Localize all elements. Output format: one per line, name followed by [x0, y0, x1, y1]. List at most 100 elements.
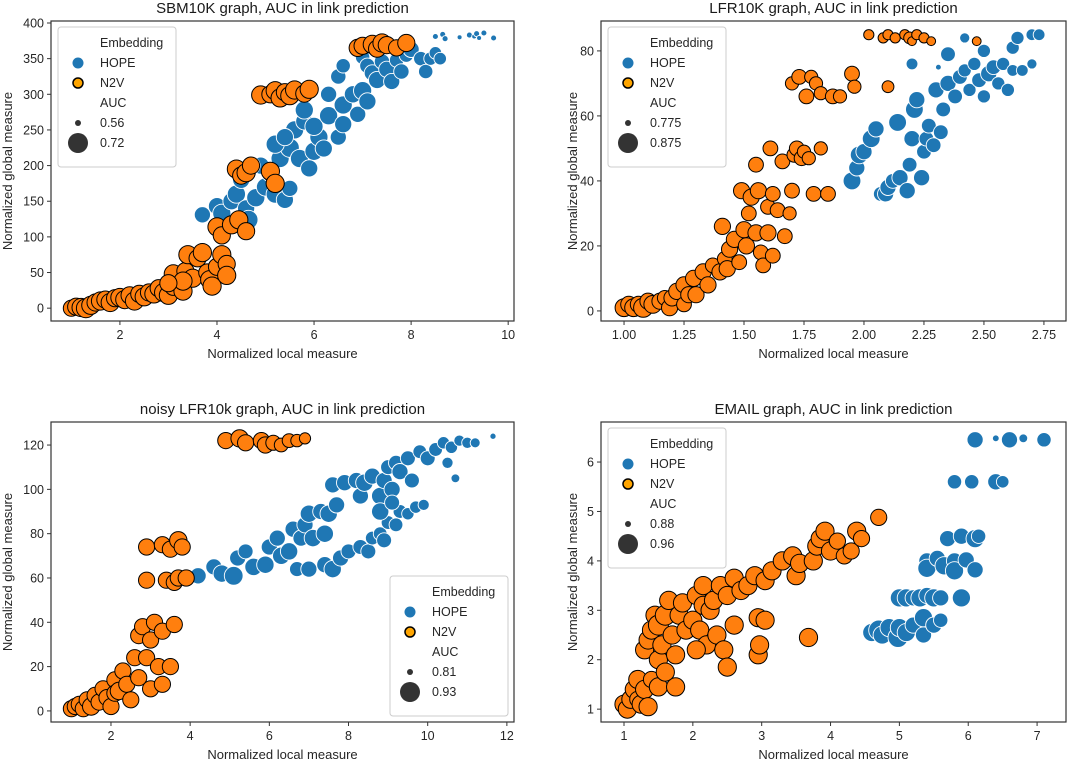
hope-point [1000, 431, 1019, 449]
n2v-point [217, 265, 237, 285]
hope-point [237, 543, 254, 560]
hope-point [393, 63, 410, 80]
hope-point [335, 58, 351, 74]
hope-point [996, 56, 1011, 71]
n2v-point [750, 635, 770, 655]
y-tick-label: 350 [23, 52, 44, 66]
n2v-point [724, 615, 744, 635]
x-axis-label: Normalized local measure [207, 346, 357, 361]
n2v-point [762, 140, 779, 157]
hope-point [315, 524, 334, 543]
axes-frame [600, 421, 1067, 723]
hope-point [319, 106, 339, 126]
n2v-point [686, 640, 706, 660]
n2v-point [265, 173, 285, 193]
legend-marker-hope [72, 57, 84, 69]
legend-label-n2v: N2V [100, 76, 125, 90]
hope-point [489, 432, 497, 440]
legend-box [607, 427, 727, 569]
legend-title-auc: AUC [432, 645, 458, 659]
n2v-point [737, 237, 756, 255]
n2v-point [863, 29, 875, 41]
legend-title-auc: AUC [650, 497, 676, 511]
x-tick-label: 4 [187, 729, 194, 743]
hope-point [223, 565, 244, 586]
x-axis-label: Normalized local measure [758, 346, 908, 361]
y-tick-label: 1 [587, 703, 594, 717]
n2v-point [666, 645, 686, 665]
hope-point [444, 440, 459, 454]
x-tick-label: 10 [501, 328, 515, 342]
y-axis-label: Normalized global measure [565, 493, 580, 651]
y-tick-label: 6 [587, 456, 594, 470]
points-layer [62, 429, 497, 718]
y-tick-label: 0 [37, 704, 44, 718]
legend-marker-n2v [622, 478, 634, 490]
x-tick-label: 6 [311, 328, 318, 342]
hope-point [399, 450, 416, 467]
hope-point [388, 517, 404, 533]
chart-title: noisy LFR10k graph, AUC in link predicti… [140, 401, 425, 418]
n2v-point [687, 286, 705, 304]
x-tick-label: 5 [896, 729, 903, 743]
x-tick-label: 4 [214, 328, 221, 342]
points-layer [614, 28, 1046, 318]
hope-point [991, 434, 1000, 443]
legend-box [607, 26, 727, 168]
legend-marker-hope [622, 458, 634, 470]
n2v-point [237, 222, 256, 241]
legend-label-hope: HOPE [650, 457, 685, 471]
legend-marker-n2v [622, 77, 634, 89]
n2v-point [740, 205, 757, 222]
n2v-point [784, 182, 800, 199]
y-tick-label: 0 [587, 304, 594, 318]
n2v-point [748, 156, 764, 173]
n2v-point [820, 186, 836, 202]
hope-point [490, 34, 498, 42]
hope-point [925, 137, 942, 154]
hope-point [976, 43, 991, 58]
y-tick-label: 50 [30, 266, 44, 280]
n2v-point [769, 202, 786, 219]
hope-point [888, 113, 907, 132]
hope-point [256, 555, 275, 574]
hope-point [946, 474, 963, 490]
hope-point [193, 206, 211, 224]
x-tick-label: 1 [621, 729, 628, 743]
legend-label-auc-large: 0.875 [650, 136, 681, 150]
hope-point [932, 124, 949, 141]
x-tick-label: 1.50 [732, 328, 756, 342]
hope-point [417, 498, 430, 511]
y-tick-label: 250 [23, 123, 44, 137]
legend-title-embedding: Embedding [650, 437, 713, 451]
n2v-point [138, 649, 156, 667]
hope-point [476, 35, 483, 41]
hope-point [433, 51, 447, 66]
y-tick-label: 120 [23, 439, 44, 453]
legend-title-embedding: Embedding [432, 585, 495, 599]
legend-marker-large [618, 133, 638, 153]
n2v-point [815, 521, 835, 541]
chart-panel-4: EMAIL graph, AUC in link prediction 1 2 3 4 5… [565, 401, 1067, 761]
n2v-point [699, 276, 717, 294]
legend-title-auc: AUC [650, 96, 676, 110]
n2v-point [881, 80, 895, 94]
x-tick-label: 1.25 [672, 328, 696, 342]
n2v-point [805, 186, 822, 202]
x-tick-label: 2 [116, 328, 123, 342]
n2v-point [842, 542, 860, 560]
hope-point [376, 532, 393, 549]
x-tick-label: 8 [345, 729, 352, 743]
n2v-point [852, 530, 871, 548]
points-layer [614, 431, 1052, 719]
hope-point [991, 76, 1006, 91]
hope-point [970, 528, 987, 544]
hope-point [935, 63, 942, 71]
n2v-point [844, 65, 860, 82]
y-tick-label: 20 [30, 660, 44, 674]
y-axis-label: Normalized global measure [0, 92, 15, 250]
y-tick-label: 80 [580, 44, 594, 58]
n2v-point [397, 33, 416, 53]
n2v-point [764, 186, 781, 202]
